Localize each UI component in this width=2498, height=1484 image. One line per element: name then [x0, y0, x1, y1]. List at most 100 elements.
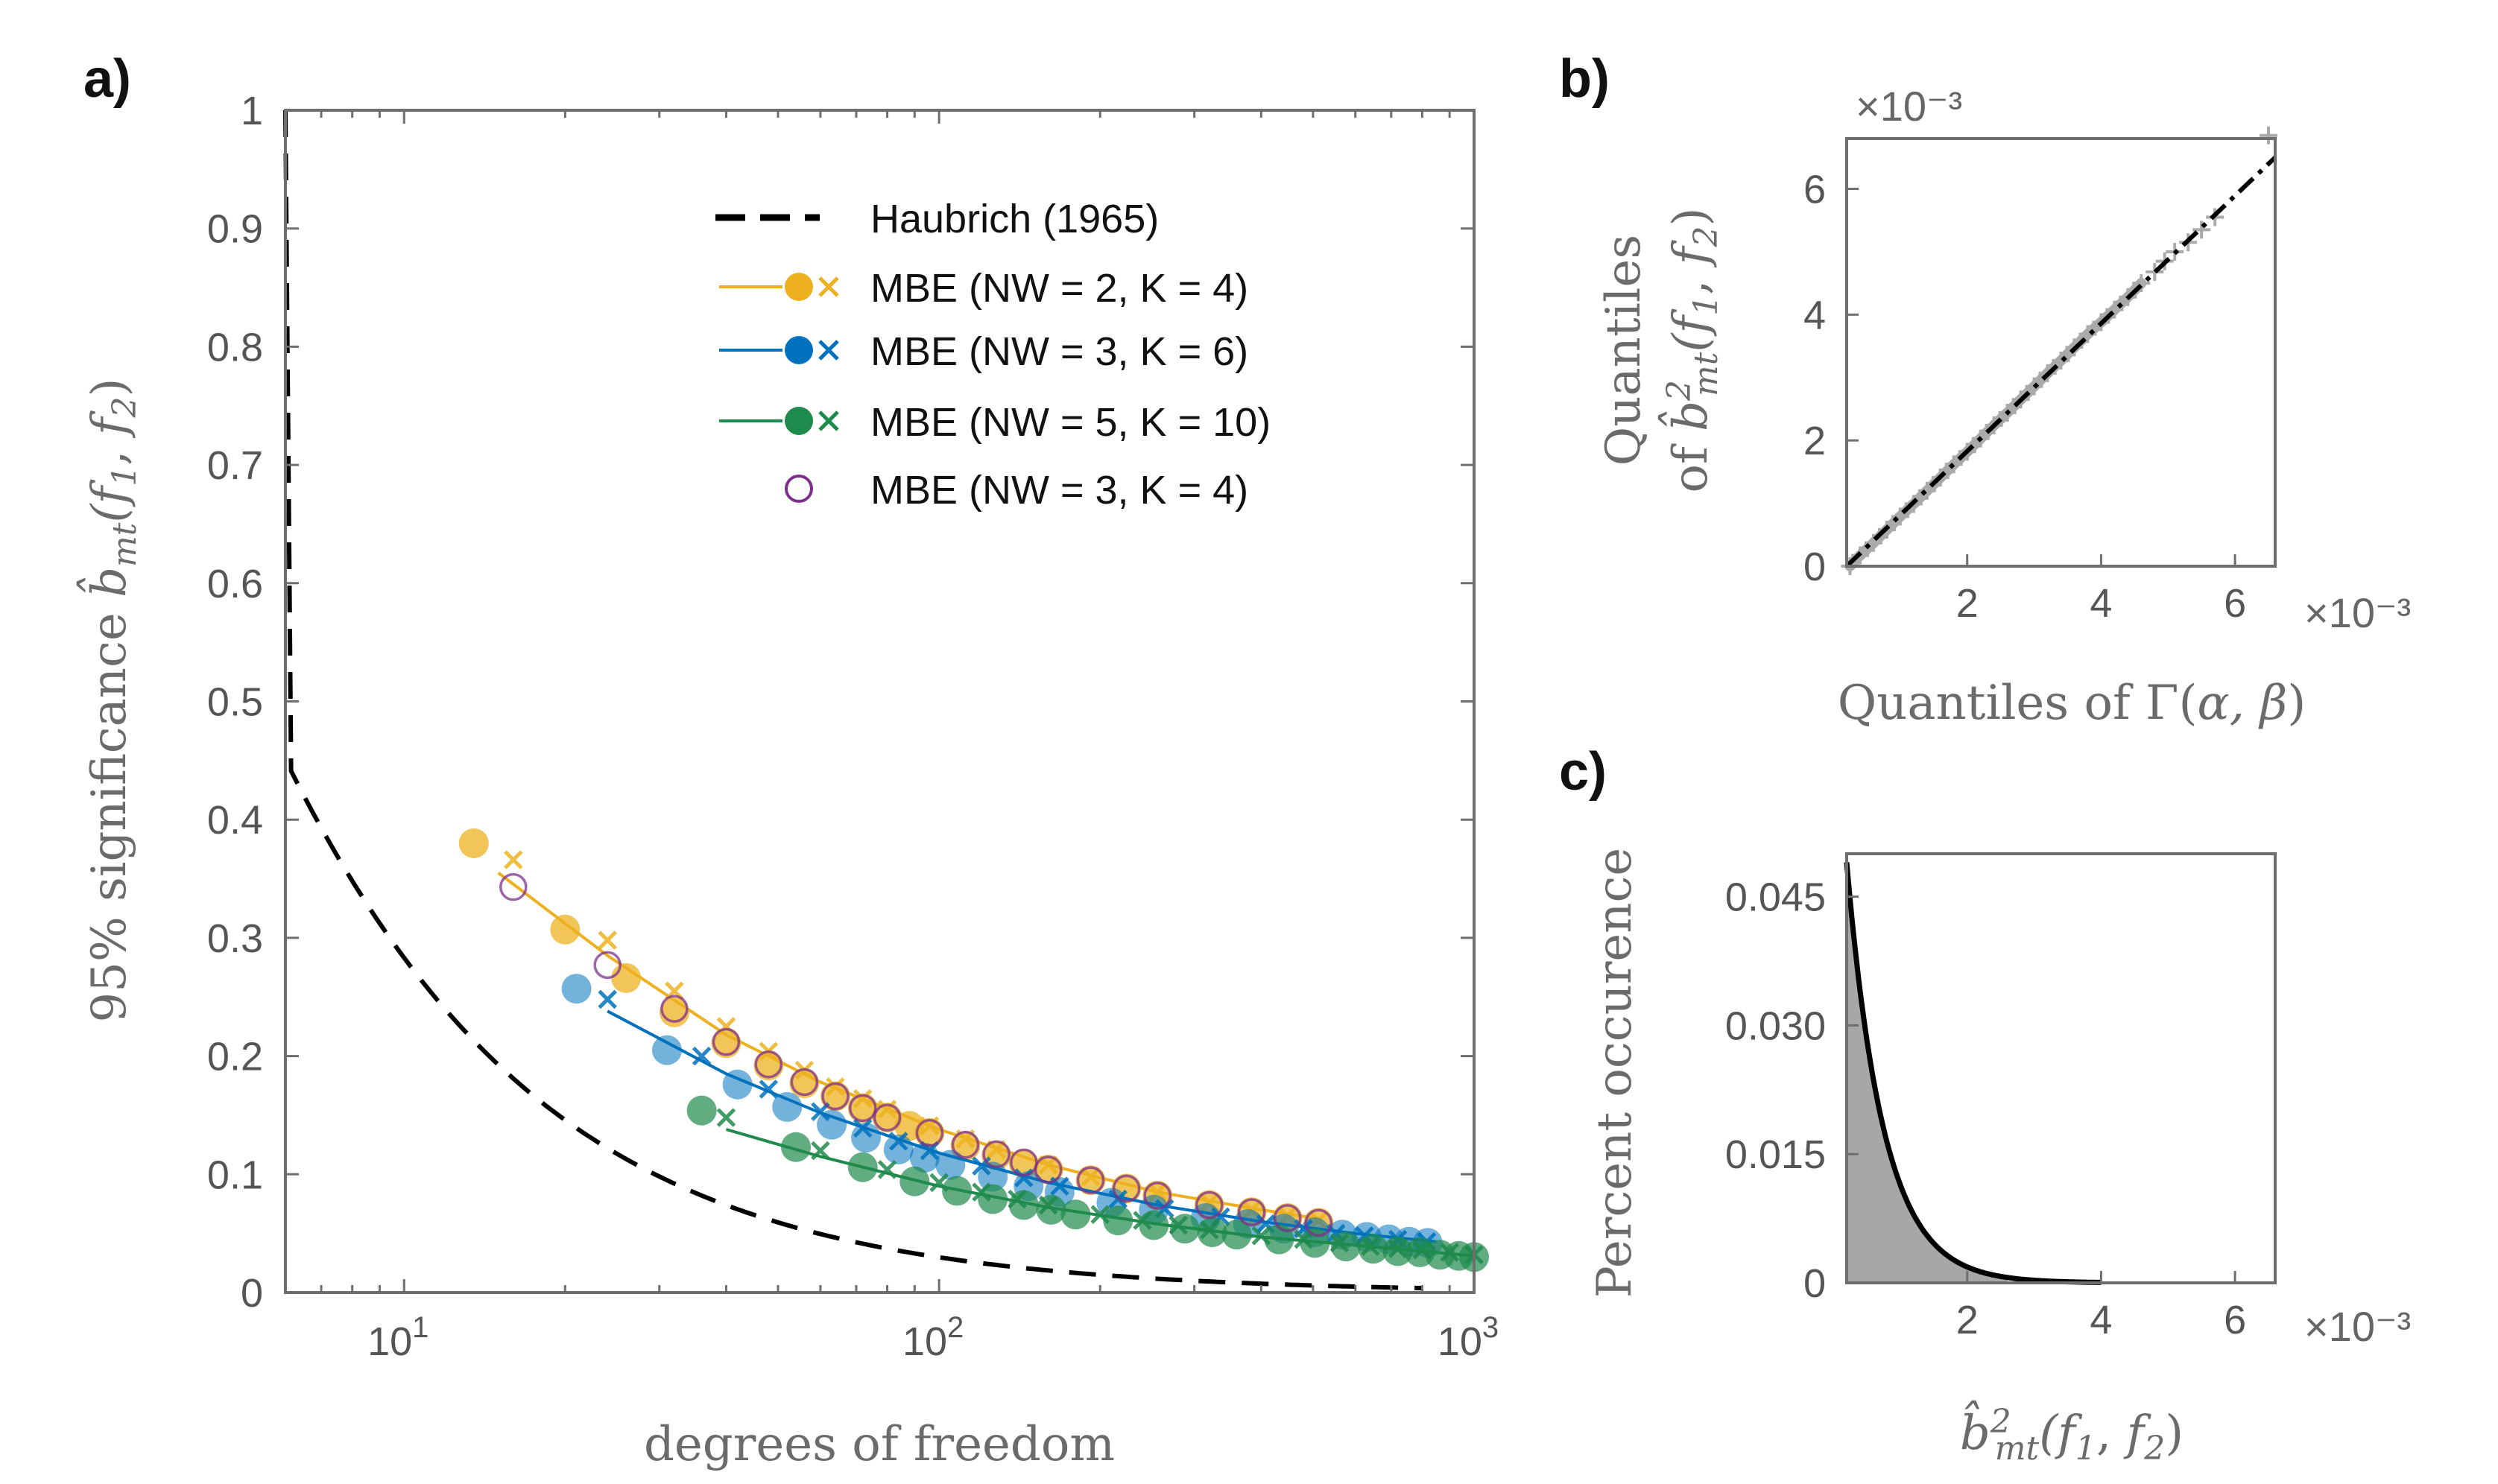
a-ytick-label-10: 1 [241, 89, 263, 133]
cross-3-3 [929, 1173, 949, 1193]
legend-mbe-nw3k4-circle [785, 475, 813, 503]
open-circle-0 [499, 872, 528, 901]
b-ytick-label-0: 0 [1803, 545, 1826, 589]
legend-mbe-nw2-cross [818, 276, 839, 297]
cross-1-3 [716, 1017, 736, 1036]
cross-3-5 [1008, 1189, 1027, 1209]
quantile-point-8 [1944, 455, 1963, 474]
legend-mbe-nw5-dot [785, 407, 813, 435]
cross-2-5 [889, 1132, 908, 1151]
b-xtick-label-2: 6 [2224, 581, 2246, 626]
b-ytick-label-2: 4 [1803, 293, 1826, 337]
open-circle-9 [915, 1119, 944, 1147]
c-ytick-label-3: 0.045 [1725, 875, 1826, 920]
dot-2-1 [651, 1035, 682, 1065]
a-ytick-label-0: 0 [241, 1271, 263, 1316]
cross-2-1 [692, 1046, 712, 1066]
cross-1-6 [826, 1077, 845, 1097]
c-xtick-label-1: 4 [2090, 1298, 2112, 1342]
panel-b-ticks [1847, 188, 2236, 568]
dot-3-0 [686, 1095, 717, 1126]
cross-3-7 [1090, 1205, 1110, 1225]
panel-b-x-tick-labels: 2 4 6 [1956, 581, 2246, 626]
reference-line [1844, 156, 2277, 568]
cross-3-1 [811, 1141, 830, 1161]
dot-2-3 [772, 1091, 803, 1122]
cross-1-8 [877, 1100, 897, 1119]
dot-1-11 [914, 1117, 945, 1148]
panel-b: b) ×10⁻³ 0 2 4 6 2 4 6 ×10⁻³ Quantiles of Γ(α… [1559, 49, 2411, 731]
panel-c-x-exponent: ×10⁻³ [2304, 1303, 2411, 1350]
quantile-point-23 [2146, 262, 2164, 281]
cross-2-8 [1014, 1168, 1034, 1187]
legend-label-haubrich: Haubrich (1965) [870, 197, 1159, 241]
dot-3-16 [1331, 1231, 1362, 1262]
legend-label-mbe-nw3k4: MBE (NW = 3, K = 4) [870, 468, 1248, 513]
panel-c-axes-box [1845, 852, 2277, 1284]
quantile-point-29 [2260, 126, 2278, 145]
panel-a-label: a) [83, 49, 131, 109]
cross-3-10 [1199, 1220, 1219, 1240]
panel-c-label: c) [1559, 742, 1607, 802]
open-circle-14 [1076, 1166, 1105, 1194]
cross-3-9 [1169, 1215, 1188, 1235]
open-circle-13 [1034, 1155, 1063, 1184]
legend-label-mbe-nw3k6: MBE (NW = 3, K = 6) [870, 329, 1248, 374]
dot-3-9 [1103, 1205, 1133, 1236]
open-circle-10 [951, 1130, 980, 1159]
a-ytick-label-6: 0.6 [207, 562, 263, 606]
panel-a-legend: Haubrich (1965) MBE (NW = 2, K = 4) MBE … [715, 197, 1271, 513]
cross-3-17 [1440, 1243, 1459, 1262]
c-ytick-label-1: 0.015 [1725, 1132, 1826, 1177]
dot-1-0 [458, 828, 489, 858]
a-ytick-label-1: 0.1 [207, 1152, 263, 1197]
panel-b-y-exponent: ×10⁻³ [1856, 83, 1962, 130]
a-ytick-label-9: 0.9 [207, 207, 263, 252]
fit-line-1 [497, 872, 1323, 1221]
panel-c-y-tick-labels: 0 0.015 0.030 0.045 [1725, 875, 1826, 1306]
a-ytick-label-8: 0.8 [207, 325, 263, 370]
panel-a: a) 00.10.20.30.40.50.60.70.80.91 101 102 1… [77, 49, 1499, 1472]
legend-mbe-nw5-cross [818, 410, 839, 431]
series-4 [499, 872, 1333, 1237]
panel-b-y-tick-labels: 0 2 4 6 [1803, 168, 1826, 589]
panel-c-x-tick-labels: 2 4 6 [1956, 1298, 2246, 1342]
pdf-fill [1847, 862, 2008, 1283]
open-circle-5 [790, 1068, 819, 1097]
dot-3-8 [1060, 1199, 1091, 1230]
panel-a-x-tick-labels: 101 102 103 [367, 1311, 1499, 1364]
open-circle-4 [754, 1050, 783, 1079]
cross-1-7 [853, 1088, 873, 1109]
cross-3-13 [1329, 1233, 1349, 1253]
open-circle-1 [593, 951, 622, 980]
cross-3-4 [972, 1182, 991, 1202]
legend-label-mbe-nw5: MBE (NW = 5, K = 10) [870, 400, 1271, 445]
legend-mbe-nw3k6-dot [785, 336, 813, 364]
panel-b-data [1841, 126, 2278, 575]
dot-2-0 [561, 974, 592, 1004]
cross-3-15 [1388, 1239, 1408, 1259]
open-circle-17 [1195, 1190, 1224, 1220]
c-ytick-label-0: 0 [1803, 1261, 1826, 1306]
dot-3-5 [978, 1184, 1008, 1214]
a-xtick-label-0: 101 [367, 1311, 429, 1364]
panel-a-y-axis-label: 95% significance b̂mt(f1, f2) [77, 378, 144, 1023]
cross-3-12 [1294, 1229, 1313, 1249]
b-xtick-label-0: 2 [1956, 581, 1979, 626]
quantile-point-2 [1864, 533, 1882, 552]
legend-mbe-nw3k6-cross [818, 340, 839, 361]
panel-b-label: b) [1559, 49, 1610, 109]
panel-a-y-tick-labels: 0 0.1 0.2 0.3 0.4 0.5 0.6 0.7 0.8 0.9 1 [207, 89, 263, 1316]
panel-a-x-axis-label: degrees of freedom [644, 1417, 1115, 1472]
quantile-point-6 [1917, 481, 1936, 500]
a-ytick-label-2: 0.2 [207, 1035, 263, 1079]
open-circle-19 [1273, 1204, 1302, 1232]
cross-1-1 [598, 930, 617, 950]
cross-1-0 [504, 850, 523, 869]
panel-c-data [1844, 862, 2102, 1285]
open-circle-15 [1112, 1174, 1141, 1203]
a-ytick-label-4: 0.4 [207, 798, 263, 843]
a-xtick-label-1: 102 [902, 1311, 964, 1364]
panel-a-data [283, 110, 1489, 1291]
